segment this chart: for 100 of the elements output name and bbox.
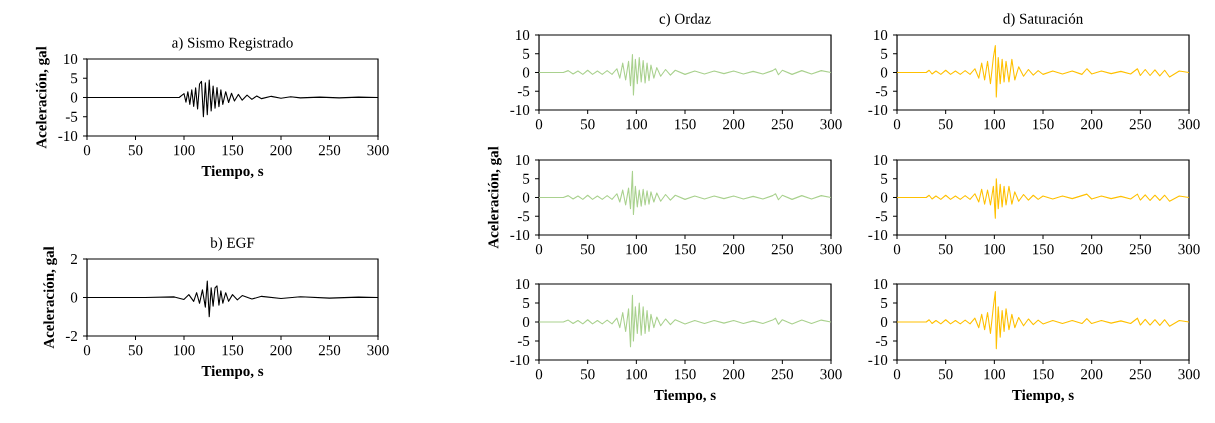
x-axis-title: Tiempo, s (1012, 389, 1074, 404)
x-axis-title: Tiempo, s (201, 365, 264, 380)
y-tick-label: -5 (65, 111, 78, 122)
x-tick-label: 50 (581, 244, 595, 255)
x-tick-label: 200 (1081, 369, 1103, 380)
y-tick-label: -10 (58, 130, 78, 142)
y-tick-label: 0 (880, 192, 888, 203)
line-series (539, 294, 832, 348)
x-tick-label: 50 (939, 119, 953, 130)
x-tick-label: 0 (83, 345, 91, 356)
x-tick-label: 250 (1129, 369, 1152, 380)
x-tick-label: 200 (1081, 244, 1103, 255)
x-tick-label: 300 (1178, 369, 1200, 380)
x-tick-label: 150 (1033, 369, 1054, 380)
y-axis-title: Aceleración, gal (43, 246, 58, 349)
line-series (539, 170, 832, 215)
chart-title: d) Saturación (1003, 13, 1083, 27)
x-tick-label: 300 (820, 244, 842, 255)
y-tick-label: -2 (65, 331, 77, 341)
x-tick-label: 250 (771, 244, 794, 255)
y-tick-label: 5 (523, 173, 530, 184)
x-axis-title: Tiempo, s (654, 389, 716, 404)
x-tick-label: 200 (1081, 119, 1103, 130)
y-tick-label: 0 (522, 67, 530, 78)
y-axis-title: Aceleración, gal (487, 146, 502, 249)
chart-title: c) Ordaz (659, 13, 711, 27)
x-tick-label: 200 (270, 145, 292, 156)
x-tick-label: 0 (893, 244, 901, 255)
line-series (539, 53, 832, 96)
y-tick-label: -5 (517, 86, 530, 97)
x-tick-label: 50 (939, 244, 953, 255)
x-tick-label: 250 (318, 345, 341, 356)
x-tick-label: 150 (1033, 119, 1054, 130)
x-tick-label: 100 (984, 119, 1006, 130)
x-tick-label: 0 (535, 244, 543, 255)
x-axis-title: Tiempo, s (201, 165, 264, 180)
x-tick-label: 50 (128, 145, 143, 156)
y-tick-label: -5 (517, 336, 530, 346)
x-tick-label: 200 (270, 345, 292, 356)
x-tick-label: 300 (820, 119, 842, 130)
y-tick-label: 5 (881, 48, 888, 59)
x-tick-label: 300 (820, 369, 842, 380)
x-tick-label: 200 (723, 119, 745, 130)
x-tick-label: 100 (984, 244, 1006, 255)
x-tick-label: 150 (222, 345, 244, 356)
x-tick-label: 100 (174, 345, 195, 356)
chart-title: a) Sismo Registrado (172, 37, 293, 51)
x-tick-label: 150 (1033, 244, 1054, 255)
y-tick-label: 0 (880, 67, 888, 78)
x-tick-label: 300 (1178, 119, 1200, 130)
y-tick-label: -10 (868, 104, 888, 116)
x-tick-label: 300 (367, 345, 389, 356)
y-tick-label: 2 (70, 254, 77, 264)
y-tick-label: 5 (881, 298, 888, 308)
y-tick-label: 10 (516, 154, 530, 166)
x-tick-label: 250 (771, 119, 794, 130)
line-series (897, 44, 1190, 98)
x-tick-label: 200 (723, 369, 745, 380)
y-tick-label: 5 (523, 298, 530, 308)
y-axis-title: Aceleración, gal (35, 46, 50, 149)
y-tick-label: 0 (70, 292, 78, 303)
x-tick-label: 150 (675, 119, 696, 130)
x-tick-label: 200 (723, 244, 745, 255)
x-tick-label: 100 (174, 145, 195, 156)
x-tick-label: 50 (128, 345, 143, 356)
y-tick-label: -5 (875, 86, 888, 97)
y-tick-label: -5 (517, 211, 530, 222)
y-tick-label: 10 (64, 53, 78, 65)
x-tick-label: 300 (1178, 244, 1200, 255)
x-tick-label: 100 (984, 369, 1006, 380)
x-tick-label: 50 (939, 369, 953, 380)
x-tick-label: 150 (222, 145, 244, 156)
y-tick-label: -5 (875, 336, 888, 346)
y-tick-label: 10 (874, 29, 888, 41)
x-tick-label: 250 (1129, 244, 1152, 255)
x-tick-label: 0 (535, 119, 543, 130)
y-tick-label: 0 (880, 316, 888, 328)
y-tick-label: -10 (510, 104, 530, 116)
chart-title: b) EGF (210, 237, 255, 251)
y-tick-label: 0 (522, 316, 530, 328)
x-tick-label: 50 (581, 119, 595, 130)
y-tick-label: 0 (70, 92, 78, 103)
y-tick-label: 5 (523, 48, 530, 59)
x-tick-label: 150 (675, 244, 696, 255)
x-tick-label: 100 (626, 244, 648, 255)
y-tick-label: -10 (868, 354, 888, 366)
y-tick-label: 5 (71, 73, 78, 84)
y-tick-label: 10 (874, 154, 888, 166)
x-tick-label: 100 (626, 369, 648, 380)
y-tick-label: -10 (510, 229, 530, 241)
y-tick-label: -10 (510, 354, 530, 366)
y-tick-label: 5 (881, 173, 888, 184)
x-tick-label: 0 (535, 369, 543, 380)
y-tick-label: 10 (516, 278, 530, 290)
x-tick-label: 150 (675, 369, 696, 380)
x-tick-label: 250 (318, 145, 341, 156)
x-tick-label: 250 (1129, 119, 1152, 130)
x-tick-label: 0 (83, 145, 91, 156)
x-tick-label: 250 (771, 369, 794, 380)
x-tick-label: 0 (893, 369, 901, 380)
